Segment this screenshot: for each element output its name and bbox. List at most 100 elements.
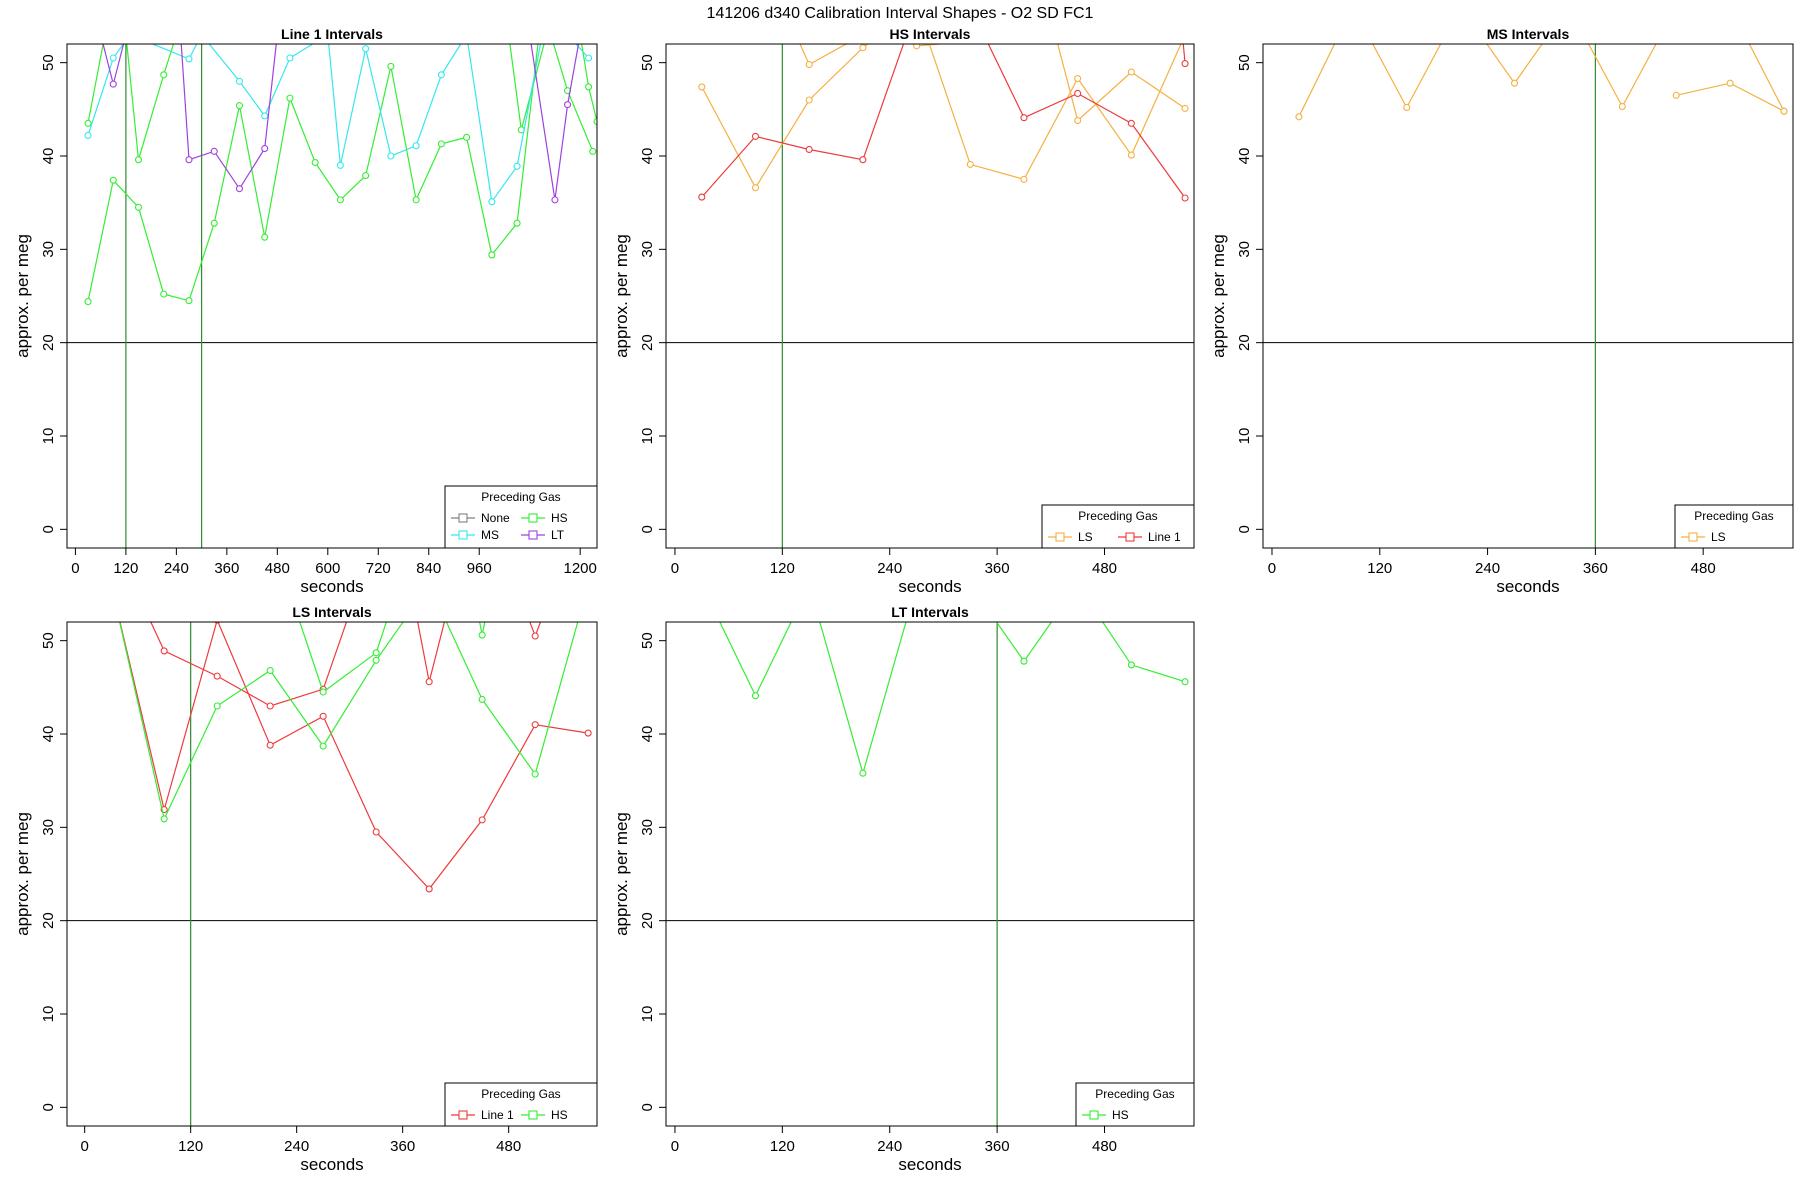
- series-line: [1182, 44, 1186, 64]
- data-point: [1052, 32, 1058, 38]
- y-tick-label: 10: [639, 428, 656, 445]
- plot-frame: [66, 621, 598, 1127]
- data-point: [698, 83, 706, 91]
- data-point: [805, 60, 813, 69]
- legend: Preceding Gas None HS MS LT: [444, 485, 598, 549]
- x-tick-label: 360: [214, 560, 239, 577]
- x-tick-label: 0: [1268, 560, 1276, 577]
- series-line: [87, 44, 594, 302]
- data-point: [1295, 113, 1303, 121]
- x-tick-label: 360: [1583, 560, 1608, 577]
- data-point: [261, 112, 269, 120]
- data-point: [319, 712, 327, 720]
- x-tick-label: 480: [1092, 1138, 1117, 1155]
- y-tick-label: 10: [40, 1006, 57, 1023]
- y-tick-label: 10: [40, 428, 57, 445]
- data-point: [266, 666, 274, 675]
- data-point: [387, 62, 395, 70]
- legend-entry: LS: [1711, 530, 1726, 544]
- x-tick-label: 720: [366, 560, 391, 577]
- legend-marker: [1125, 532, 1135, 542]
- y-tick-label: 30: [1236, 241, 1253, 258]
- plot-area: [666, 32, 1194, 548]
- legend-marker: [528, 513, 538, 523]
- y-tick-label: 10: [1236, 428, 1253, 445]
- data-point: [751, 184, 760, 192]
- legend-marker: [1089, 1110, 1099, 1120]
- data-point: [531, 770, 539, 778]
- x-axis-label: seconds: [1496, 577, 1559, 596]
- data-point: [178, 32, 184, 38]
- data-point: [235, 102, 244, 110]
- y-axis-label: approx. per meg: [1209, 234, 1228, 358]
- data-point: [806, 582, 812, 588]
- data-point: [372, 656, 380, 664]
- data-point: [1127, 661, 1135, 669]
- data-point: [210, 147, 218, 155]
- legend-marker: [1055, 532, 1065, 542]
- data-point: [387, 152, 395, 160]
- series-line: [299, 622, 486, 693]
- chart-panel: Line 1 Intervals 0 10 20 30 40 50 0 120 240 360 480…: [13, 4, 598, 596]
- data-point: [1074, 116, 1082, 125]
- data-point: [185, 156, 193, 164]
- data-point: [372, 649, 380, 657]
- data-point: [1127, 151, 1135, 159]
- x-tick-label: 0: [671, 560, 679, 577]
- data-point: [1181, 678, 1189, 686]
- series-line: [1298, 44, 1785, 118]
- x-tick-label: 360: [390, 1138, 415, 1155]
- y-axis-label: approx. per meg: [13, 234, 32, 358]
- data-point: [478, 631, 486, 639]
- x-tick-label: 240: [877, 560, 902, 577]
- y-tick-label: 50: [40, 632, 57, 649]
- legend-entry: Line 1: [481, 1108, 514, 1122]
- data-point: [565, 32, 571, 38]
- data-point: [134, 203, 143, 211]
- plot-area: [666, 582, 1194, 1126]
- data-point: [1074, 74, 1082, 83]
- series-line: [87, 44, 597, 160]
- y-tick-label: 50: [1236, 54, 1253, 71]
- series-line: [119, 622, 589, 890]
- data-point: [1020, 657, 1028, 665]
- data-point: [1020, 175, 1028, 183]
- legend: Preceding Gas LS: [1674, 504, 1794, 549]
- series-line: [102, 44, 580, 200]
- data-point: [506, 32, 512, 38]
- x-tick-label: 0: [671, 1138, 679, 1155]
- x-tick-label: 0: [80, 1138, 88, 1155]
- legend-entry: MS: [481, 528, 499, 542]
- x-tick-label: 600: [315, 560, 340, 577]
- legend-title: Preceding Gas: [1078, 509, 1157, 523]
- x-tick-label: 120: [770, 560, 795, 577]
- legend-marker: [528, 1110, 538, 1120]
- data-point: [699, 582, 705, 588]
- x-tick-label: 240: [284, 1138, 309, 1155]
- data-point: [1618, 102, 1626, 111]
- data-point: [412, 196, 420, 204]
- data-point: [539, 32, 545, 38]
- data-point: [464, 32, 470, 38]
- y-tick-label: 50: [639, 632, 656, 649]
- y-tick-label: 40: [639, 148, 656, 165]
- panel-title: LT Intervals: [891, 604, 969, 620]
- data-point: [539, 4, 545, 10]
- data-point: [1020, 114, 1028, 122]
- data-point: [523, 610, 529, 616]
- data-point: [336, 161, 344, 169]
- x-tick-label: 240: [877, 1138, 902, 1155]
- data-point: [751, 692, 760, 700]
- data-point: [577, 32, 583, 38]
- data-point: [134, 156, 143, 164]
- figure-title: 141206 d340 Calibration Interval Shapes …: [707, 5, 1094, 22]
- legend-marker: [1688, 532, 1698, 542]
- y-tick-label: 40: [40, 148, 57, 165]
- data-point: [698, 193, 706, 201]
- data-point: [261, 144, 269, 153]
- data-point: [274, 32, 280, 38]
- panel-title: LS Intervals: [292, 604, 372, 620]
- data-point: [488, 198, 496, 206]
- x-tick-label: 480: [265, 560, 290, 577]
- data-point: [102, 32, 108, 38]
